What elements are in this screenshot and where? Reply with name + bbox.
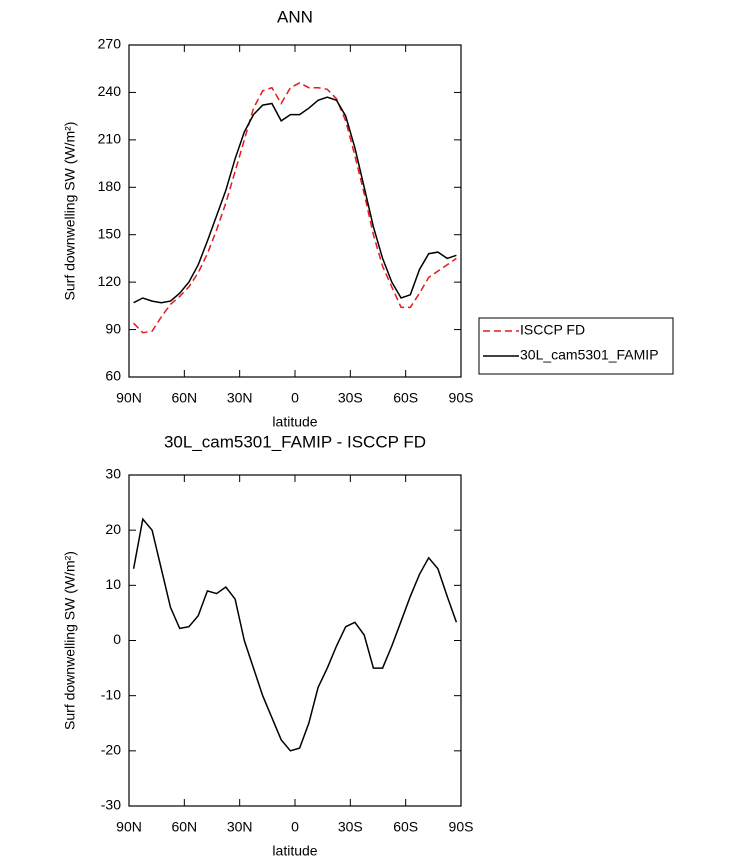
y-tick-label: 150 [98, 225, 122, 241]
legend-label: ISCCP FD [520, 322, 585, 338]
y-tick-label: 10 [105, 576, 121, 592]
chart-title: ANN [277, 7, 313, 26]
y-tick-label: -10 [101, 686, 121, 702]
data-line [132, 517, 458, 752]
y-axis-label: Surf downwelling SW (W/m²) [62, 122, 78, 301]
y-tick-label: -30 [101, 797, 121, 813]
y-tick-label: 30 [105, 466, 121, 482]
chart-title: 30L_cam5301_FAMIP - ISCCP FD [164, 432, 426, 451]
y-tick-label: 120 [98, 273, 122, 289]
y-axis-label: Surf downwelling SW (W/m²) [62, 551, 78, 730]
y-tick-label: 90 [105, 320, 121, 336]
x-tick-label: 90S [449, 390, 474, 406]
data-line [133, 96, 457, 304]
plot-frame [128, 44, 462, 378]
x-tick-label: 30N [227, 819, 253, 835]
x-tick-label: 30S [338, 819, 363, 835]
x-tick-label: 30S [338, 390, 363, 406]
data-line [133, 82, 457, 334]
y-tick-label: 0 [113, 631, 121, 647]
x-axis-label: latitude [272, 414, 317, 430]
x-tick-label: 0 [291, 819, 299, 835]
y-tick-label: 240 [98, 83, 122, 99]
legend-label: 30L_cam5301_FAMIP [520, 347, 659, 363]
legend-box [478, 317, 674, 375]
x-tick-label: 60N [171, 390, 197, 406]
y-tick-label: 20 [105, 521, 121, 537]
y-tick-label: 270 [98, 36, 122, 52]
x-tick-label: 60S [393, 819, 418, 835]
x-tick-label: 30N [227, 390, 253, 406]
x-tick-label: 90N [116, 819, 142, 835]
x-tick-label: 0 [291, 390, 299, 406]
x-axis-label: latitude [272, 843, 317, 859]
x-tick-label: 60N [171, 819, 197, 835]
y-tick-label: 180 [98, 178, 122, 194]
plot-frame [128, 474, 462, 807]
x-tick-label: 90N [116, 390, 142, 406]
y-tick-label: 60 [105, 368, 121, 384]
y-tick-label: 210 [98, 131, 122, 147]
x-tick-label: 60S [393, 390, 418, 406]
x-tick-label: 90S [449, 819, 474, 835]
y-tick-label: -20 [101, 742, 121, 758]
